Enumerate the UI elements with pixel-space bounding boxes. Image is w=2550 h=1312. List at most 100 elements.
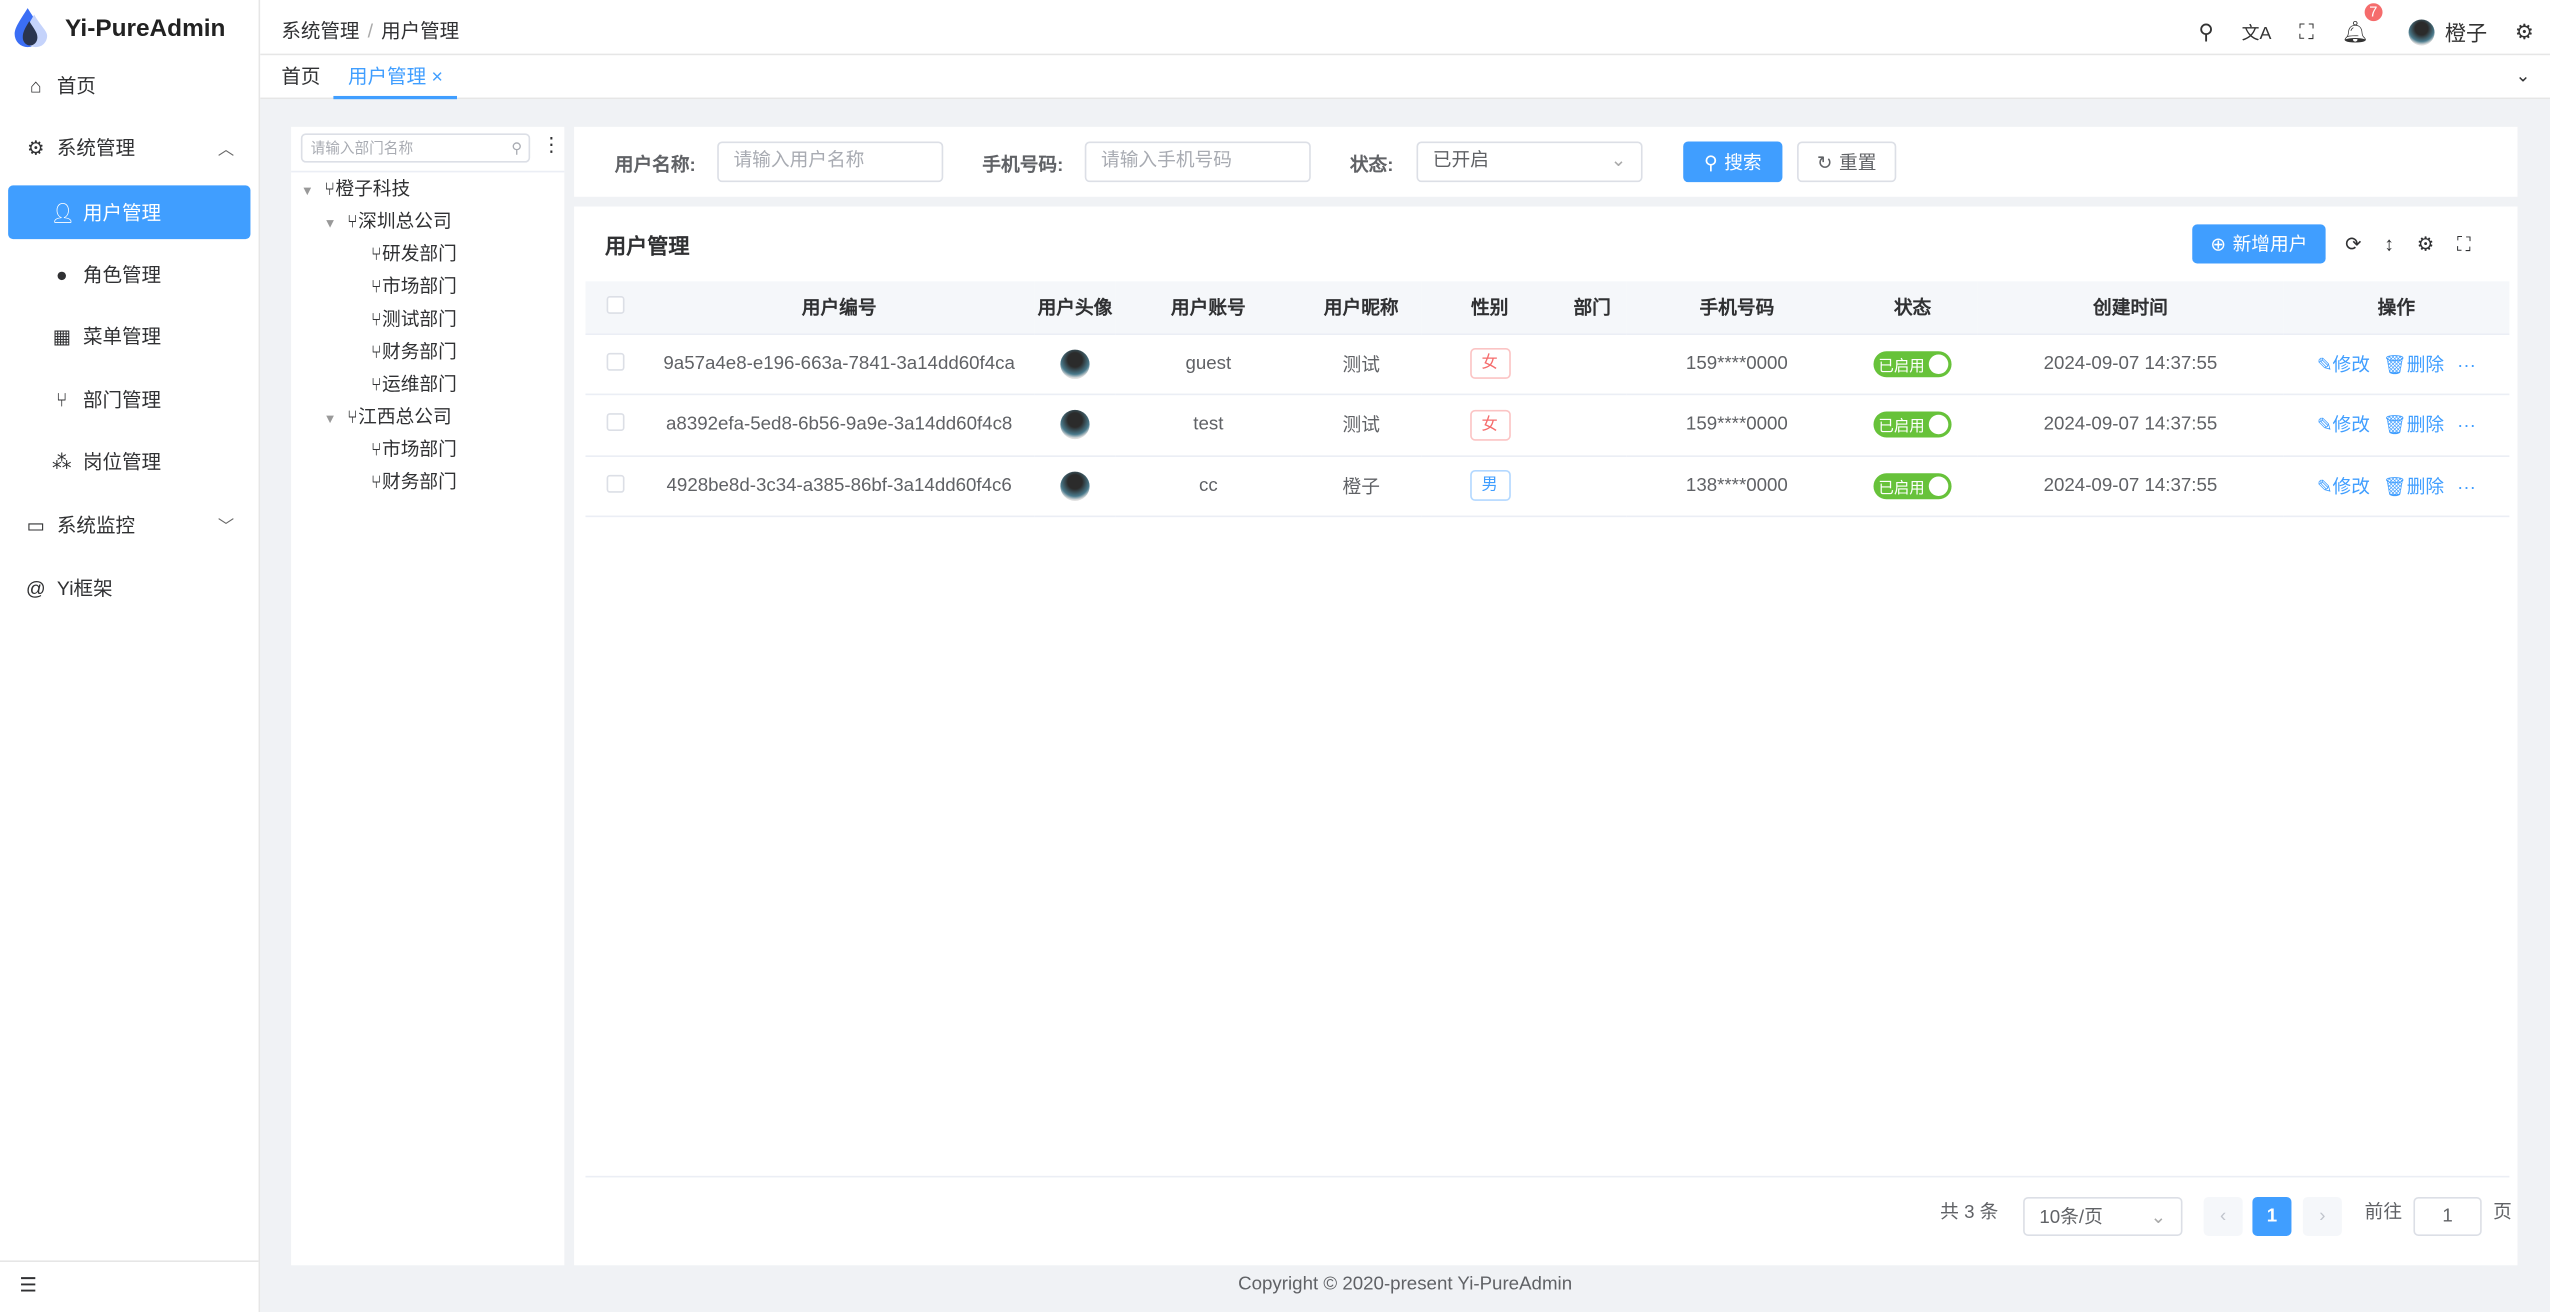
more-icon[interactable]: ··· xyxy=(2457,477,2476,498)
edit-button[interactable]: ✎修改 xyxy=(2316,355,2370,376)
sidebar-item-roles[interactable]: ● 角色管理 xyxy=(8,247,250,301)
delete-button[interactable]: 🗑︎删除 xyxy=(2382,355,2445,376)
chevron-down-icon: ⌄ xyxy=(2150,1208,2167,1228)
department-search-input[interactable]: 请输入部门名称 ⚲ xyxy=(300,133,531,163)
department-tree: 请输入部门名称 ⚲ ⋮ ▼ ⑂橙子科技 ▼ ⑂深圳总公司 ⑂研发部门 ⑂市场部门 … xyxy=(291,126,565,1266)
tree-node[interactable]: ▼ ⑂深圳总公司 xyxy=(323,213,452,233)
sidebar-item-yi-framework[interactable]: @ Yi框架 xyxy=(8,561,250,615)
logo[interactable]: Yi-PureAdmin xyxy=(13,7,225,49)
delete-button[interactable]: 🗑︎删除 xyxy=(2382,416,2445,437)
edit-button[interactable]: ✎修改 xyxy=(2316,416,2370,437)
sidebar-item-system[interactable]: ⚙ 系统管理 ︿ xyxy=(8,120,250,174)
gender-tag: 女 xyxy=(1469,348,1511,380)
avatar[interactable] xyxy=(1060,471,1090,501)
search-icon[interactable]: ⚲ xyxy=(2198,18,2214,44)
more-icon[interactable]: ··· xyxy=(2457,416,2476,437)
fullscreen-icon[interactable]: ⛶ xyxy=(2457,232,2471,256)
breadcrumb: 系统管理 / 用户管理 xyxy=(281,16,459,44)
row-checkbox[interactable] xyxy=(605,474,624,493)
sidebar-item-monitor[interactable]: ▭ 系统监控 ﹀ xyxy=(8,498,250,552)
page-suffix: 页 xyxy=(2493,1203,2512,1223)
user-nickname: 橙子 xyxy=(1301,455,1422,518)
tree-node[interactable]: ⑂市场部门 xyxy=(370,440,457,461)
row-checkbox[interactable] xyxy=(605,413,624,432)
search-button[interactable]: ⚲ 搜索 xyxy=(1683,141,1783,183)
chevron-down-icon[interactable]: ⌄ xyxy=(2515,66,2531,87)
column-header: 操作 xyxy=(2283,281,2510,335)
status-switch[interactable]: 已启用 xyxy=(1873,350,1952,377)
breadcrumb-item[interactable]: 系统管理 xyxy=(281,19,360,43)
home-icon: ⌂ xyxy=(29,73,42,97)
footer-copyright: Copyright © 2020-present Yi-PureAdmin xyxy=(1238,1275,1573,1295)
column-header: 创建时间 xyxy=(1977,281,2284,335)
add-user-button[interactable]: ⊕ 新增用户 xyxy=(2192,224,2326,264)
more-vertical-icon[interactable]: ⋮ xyxy=(541,133,562,157)
trash-icon: 🗑︎ xyxy=(2382,416,2407,437)
tab-bar: 首页 用户管理 × ⌄ xyxy=(260,55,2550,100)
notification-button[interactable]: 🔔︎ 7 xyxy=(2342,2,2383,45)
sidebar-item-label: 部门管理 xyxy=(82,388,162,412)
refresh-icon[interactable]: ⟳ xyxy=(2345,232,2362,256)
tree-node[interactable]: ▼ ⑂橙子科技 xyxy=(300,180,411,201)
avatar[interactable] xyxy=(1060,410,1090,440)
tree-node[interactable]: ▼ ⑂江西总公司 xyxy=(323,408,452,428)
sidebar-item-label: 系统管理 xyxy=(56,136,136,160)
username-input[interactable]: 请输入用户名称 xyxy=(717,141,944,183)
sidebar-item-departments[interactable]: ⑂ 部门管理 xyxy=(8,372,250,426)
tree-node[interactable]: ⑂测试部门 xyxy=(370,310,457,331)
sidebar-item-users[interactable]: 👤︎ 用户管理 xyxy=(8,185,251,240)
collapse-sidebar-icon[interactable]: ☰ xyxy=(19,1273,38,1297)
tab-home[interactable]: 首页 xyxy=(267,55,335,99)
sidebar-item-label: 首页 xyxy=(56,74,96,98)
next-page-button[interactable]: › xyxy=(2302,1196,2342,1236)
gender-tag: 男 xyxy=(1469,470,1511,502)
density-icon[interactable]: ↕ xyxy=(2384,232,2395,256)
status-select[interactable]: 已开启 ⌄ xyxy=(1416,141,1643,183)
prev-page-button[interactable]: ‹ xyxy=(2203,1196,2243,1236)
more-icon[interactable]: ··· xyxy=(2457,355,2476,376)
status-switch[interactable]: 已启用 xyxy=(1873,472,1952,499)
fullscreen-icon[interactable]: ⛶ xyxy=(2299,18,2314,44)
reset-button[interactable]: ↻ 重置 xyxy=(1797,141,1897,183)
tab-label: 用户管理 xyxy=(348,65,427,88)
page-size-select[interactable]: 10条/页 ⌄ xyxy=(2023,1196,2183,1236)
phone-input[interactable]: 请输入手机号码 xyxy=(1084,141,1311,183)
tab-label: 首页 xyxy=(281,65,321,88)
trash-icon: 🗑︎ xyxy=(2382,355,2407,376)
tree-node[interactable]: ⑂财务部门 xyxy=(370,473,457,493)
header-actions: ⚲ 文A ⛶ 🔔︎ 7 橙子 ⚙ xyxy=(2198,2,2534,47)
settings-icon[interactable]: ⚙ xyxy=(2514,18,2534,44)
tree-node[interactable]: ⑂市场部门 xyxy=(370,278,457,298)
pagination-total: 共 3 条 xyxy=(1940,1203,1999,1223)
user-menu[interactable]: 橙子 xyxy=(2409,16,2487,47)
created-time: 2024-09-07 14:37:55 xyxy=(1977,455,2284,518)
user-table-card: 用户管理 ⊕ 新增用户 ⟳ ↕ ⚙ ⛶ 用户编号 用户头像 用户账号 用户昵称 性别 部… xyxy=(574,206,2518,1266)
avatar xyxy=(2409,18,2436,45)
goto-page-input[interactable]: 1 xyxy=(2413,1196,2482,1236)
sidebar-item-posts[interactable]: ⁂ 岗位管理 xyxy=(8,434,250,488)
translate-icon[interactable]: 文A xyxy=(2241,23,2272,44)
table-header: 用户编号 用户头像 用户账号 用户昵称 性别 部门 手机号码 状态 创建时间 操… xyxy=(585,281,2510,335)
edit-button[interactable]: ✎修改 xyxy=(2316,477,2370,498)
sidebar-item-home[interactable]: ⌂ 首页 xyxy=(8,59,250,113)
sidebar-item-menus[interactable]: ▦ 菜单管理 xyxy=(8,309,250,363)
user-id: a8392efa-5ed8-6b56-9a9e-3a14dd60f4c8 xyxy=(644,394,1035,457)
avatar[interactable] xyxy=(1060,349,1090,379)
table-toolbar: ⟳ ↕ ⚙ ⛶ xyxy=(2345,233,2471,257)
tree-node[interactable]: ⑂财务部门 xyxy=(370,343,457,363)
user-dept xyxy=(1557,455,1627,518)
delete-button[interactable]: 🗑︎删除 xyxy=(2382,477,2445,498)
select-all-checkbox[interactable] xyxy=(605,295,624,314)
status-switch[interactable]: 已启用 xyxy=(1873,411,1952,438)
page-1-button[interactable]: 1 xyxy=(2252,1196,2292,1236)
user-icon: 👤︎ xyxy=(50,200,76,224)
close-icon[interactable]: × xyxy=(431,65,443,88)
user-id: 4928be8d-3c34-a385-86bf-3a14dd60f4c6 xyxy=(644,455,1035,518)
user-table: 用户编号 用户头像 用户账号 用户昵称 性别 部门 手机号码 状态 创建时间 操… xyxy=(585,281,2510,518)
column-settings-icon[interactable]: ⚙ xyxy=(2416,232,2435,256)
row-checkbox[interactable] xyxy=(605,352,624,371)
tab-user-management[interactable]: 用户管理 × xyxy=(333,55,458,100)
tree-node[interactable]: ⑂运维部门 xyxy=(370,375,457,396)
tree-node[interactable]: ⑂研发部门 xyxy=(370,245,457,266)
user-account: guest xyxy=(1115,333,1302,396)
